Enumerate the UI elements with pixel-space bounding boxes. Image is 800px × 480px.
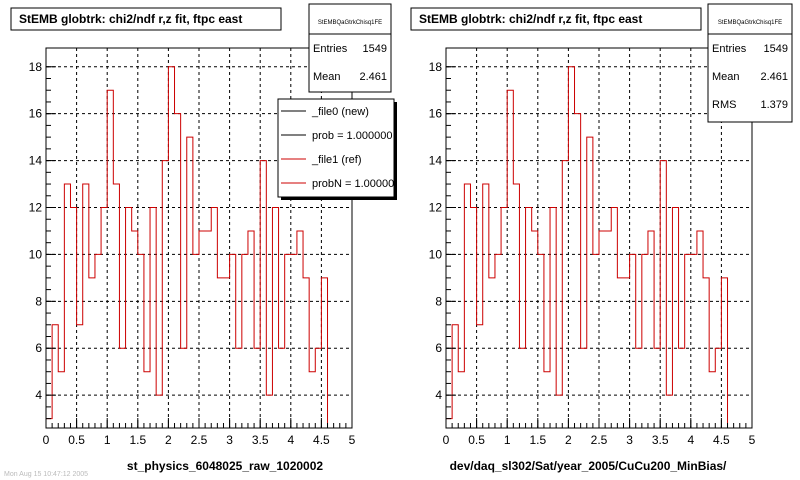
y-tick-label: 4 [435,388,442,402]
x-tick-label: 0.5 [468,433,485,447]
y-tick-label: 10 [29,247,43,261]
legend-entries: _file0 (new) prob = 1.000000 _file1 (ref) p… [281,106,400,190]
x-tick-label: 2.5 [591,433,608,447]
x-axis-title: st_physics_6048025_raw_1020002 [127,459,323,473]
stats-frame [707,3,793,123]
x-tick-label: 5 [749,433,756,447]
x-tick-label: 4.5 [313,433,330,447]
stats-value: 2.461 [760,71,788,83]
x-tick-label: 5 [349,433,356,447]
histogram-series [45,66,329,428]
legend-label: probN = 1.000000 [312,178,400,190]
x-tick-label: 2 [565,433,572,447]
x-axis: 0 0.5 1 1.5 2 2.5 3 3.5 4 4.5 5 [43,418,356,447]
y-tick-label: 8 [35,294,42,308]
histogram-panel-2: StEMB globtrk: chi2/ndf r,z fit, ftpc ea… [410,3,793,473]
y-tick-label: 16 [429,107,443,121]
y-tick-label: 14 [29,154,43,168]
y-tick-label: 8 [435,294,442,308]
y-tick-label: 14 [429,154,443,168]
y-tick-label: 10 [429,247,443,261]
stats-label: Entries [313,43,348,55]
x-tick-label: 1 [504,433,511,447]
x-tick-label: 2.5 [191,433,208,447]
legend-label: prob = 1.000000 [312,130,392,142]
legend-frame [277,98,395,198]
stats-value: 1549 [764,43,788,55]
stats-name: StEMBQaGtrkChisq1FE [718,20,782,26]
stats-box: StEMBQaGtrkChisq1FE Entries 1549 Mean 2.461 R… [707,3,793,123]
stats-box: StEMBQaGtrkChisq1FE Entries 1549 Mean 2.461 [308,3,392,93]
x-tick-label: 1.5 [529,433,546,447]
x-tick-label: 1.5 [129,433,146,447]
y-tick-label: 12 [429,201,443,215]
stats-value: 1.379 [760,99,788,111]
x-tick-label: 0 [443,433,450,447]
x-tick-label: 3 [626,433,633,447]
y-axis: 4 6 8 10 12 14 16 18 [29,60,56,420]
legend-label: _file0 (new) [311,106,369,118]
x-tick-label: 1 [104,433,111,447]
y-tick-label: 16 [29,107,43,121]
x-tick-label: 4.5 [713,433,730,447]
y-tick-label: 18 [29,60,43,74]
title-box [410,7,702,31]
y-tick-label: 6 [35,341,42,355]
x-tick-label: 4 [287,433,294,447]
x-tick-label: 3.5 [252,433,269,447]
stats-label: Mean [313,71,341,83]
y-axis: 4 6 8 10 12 14 16 18 [429,60,456,420]
x-axis-title: dev/daq_sl302/Sat/year_2005/CuCu200_MinB… [450,459,727,473]
histogram-series [445,66,729,428]
x-tick-label: 4 [687,433,694,447]
stats-value: 2.461 [359,71,387,83]
stats-value: 1549 [363,43,387,55]
y-tick-label: 12 [29,201,43,215]
x-axis: 0 0.5 1 1.5 2 2.5 3 3.5 4 4.5 5 [443,418,756,447]
x-tick-label: 3 [226,433,233,447]
x-tick-label: 3.5 [652,433,669,447]
x-tick-label: 2 [165,433,172,447]
legend: _file0 (new) prob = 1.000000 _file1 (ref) p… [277,98,400,200]
stats-label: RMS [712,99,736,111]
stats-label: Mean [712,71,740,83]
footer-timestamp: Mon Aug 15 10:47:12 2005 [4,471,88,478]
title-box [10,7,282,31]
histogram-panel-1: StEMB globtrk: chi2/ndf r,z fit, ftpc ea… [10,3,400,473]
legend-label: _file1 (ref) [311,154,362,166]
stats-frame [308,3,392,93]
x-tick-label: 0 [43,433,50,447]
y-tick-label: 4 [35,388,42,402]
stats-label: Entries [712,43,747,55]
y-tick-label: 18 [429,60,443,74]
x-tick-label: 0.5 [68,433,85,447]
stats-name: StEMBQaGtrkChisq1FE [318,20,382,26]
y-tick-label: 6 [435,341,442,355]
chart-title: StEMB globtrk: chi2/ndf r,z fit, ftpc ea… [419,12,642,26]
chart-title: StEMB globtrk: chi2/ndf r,z fit, ftpc ea… [19,12,242,26]
